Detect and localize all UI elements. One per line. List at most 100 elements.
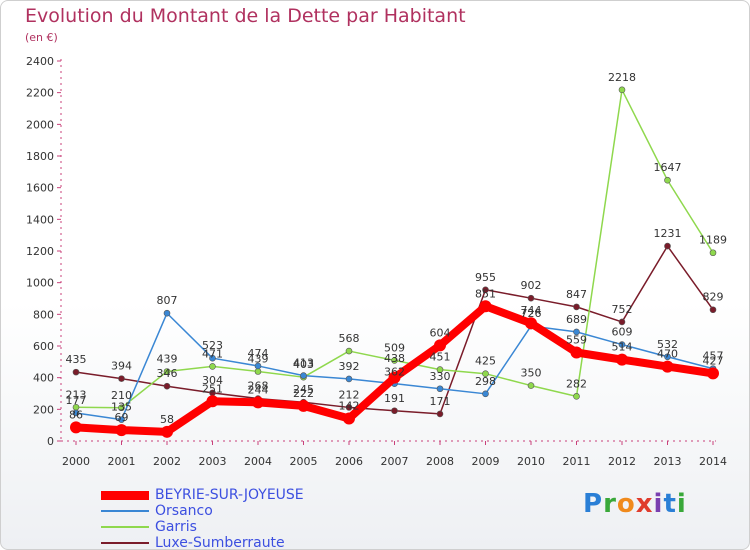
data-point (570, 346, 583, 359)
y-tick-label: 1600 (26, 182, 54, 195)
data-label: 471 (202, 347, 223, 360)
y-tick-label: 2200 (26, 87, 54, 100)
data-point (161, 425, 173, 438)
data-point (573, 303, 580, 311)
data-label: 350 (521, 367, 542, 380)
data-label: 435 (66, 353, 87, 366)
data-point (72, 368, 80, 376)
legend-swatch (101, 542, 149, 544)
data-label: 568 (339, 332, 360, 345)
y-tick-label: 2000 (26, 118, 54, 131)
data-point (118, 404, 125, 412)
data-label: 457 (703, 350, 724, 363)
data-label: 829 (703, 291, 724, 304)
data-label: 470 (657, 348, 678, 361)
data-point (527, 382, 535, 389)
data-point (616, 353, 628, 366)
data-label: 523 (202, 339, 223, 352)
data-label: 212 (339, 388, 360, 401)
data-label: 177 (66, 394, 87, 407)
data-label: 58 (160, 413, 174, 426)
legend-item-luxe: Luxe-Sumberraute (101, 535, 304, 549)
data-point (525, 317, 537, 330)
data-point (573, 393, 580, 400)
data-label: 726 (521, 307, 542, 320)
x-tick-label: 2011 (563, 455, 591, 468)
data-label: 689 (566, 313, 587, 326)
data-label: 474 (248, 347, 269, 360)
data-point (72, 409, 80, 417)
data-label: 304 (202, 374, 223, 387)
data-label: 514 (612, 341, 633, 354)
data-point (573, 328, 580, 336)
data-label: 847 (566, 288, 587, 301)
x-tick-label: 2008 (426, 455, 454, 468)
logo-letter: P (583, 489, 604, 519)
y-tick-label: 2400 (26, 55, 54, 68)
y-tick-label: 0 (47, 435, 54, 448)
data-label: 244 (248, 383, 269, 396)
data-label: 1189 (699, 234, 727, 247)
chart-title: Evolution du Montant de la Dette par Hab… (25, 5, 466, 27)
data-label: 210 (111, 389, 132, 402)
data-label: 851 (475, 287, 496, 300)
data-point (254, 362, 262, 370)
x-tick-label: 2013 (654, 455, 682, 468)
x-tick-label: 2007 (381, 455, 409, 468)
data-point (618, 318, 626, 326)
data-point (434, 339, 446, 352)
data-label: 346 (157, 367, 178, 380)
logo-letter: o (616, 489, 636, 519)
data-point (115, 424, 128, 437)
data-label: 394 (111, 360, 132, 373)
data-point (254, 368, 262, 375)
x-tick-label: 2010 (517, 455, 545, 468)
x-tick-label: 2005 (290, 455, 318, 468)
data-point (661, 360, 674, 373)
data-label: 142 (339, 400, 360, 413)
x-tick-label: 2001 (108, 455, 136, 468)
data-point (163, 309, 171, 317)
y-tick-label: 800 (33, 308, 54, 321)
logo-letter: i (676, 489, 687, 519)
data-point (707, 367, 719, 380)
y-tick-label: 1800 (26, 150, 54, 163)
data-point (436, 366, 444, 373)
legend-item-garris: Garris (101, 519, 304, 535)
data-label: 251 (202, 382, 223, 395)
x-tick-label: 2009 (472, 455, 500, 468)
data-point (618, 341, 626, 348)
data-point (163, 368, 171, 375)
data-point (345, 347, 353, 355)
x-tick-label: 2000 (62, 455, 90, 468)
data-point (343, 412, 355, 425)
data-point (664, 353, 671, 361)
data-point (664, 242, 671, 250)
x-tick-label: 2003 (199, 455, 227, 468)
data-label: 413 (293, 357, 314, 370)
data-label: 69 (115, 411, 129, 424)
data-point (709, 306, 717, 314)
data-point (206, 395, 219, 408)
data-point (482, 370, 489, 378)
data-label: 213 (66, 388, 87, 401)
data-point (618, 86, 626, 94)
legend-swatch (101, 490, 149, 500)
data-label: 171 (430, 395, 451, 408)
logo-letter: t (663, 489, 677, 519)
y-tick-label: 1400 (26, 213, 54, 226)
x-tick-label: 2006 (335, 455, 363, 468)
chart-subtitle: (en €) (25, 31, 58, 44)
logo-letter: r (603, 489, 617, 519)
data-point (527, 294, 535, 302)
data-point (70, 421, 82, 434)
data-label: 609 (612, 326, 633, 339)
x-tick-label: 2014 (699, 455, 727, 468)
y-tick-label: 1200 (26, 245, 54, 258)
data-label: 282 (566, 377, 587, 390)
legend-item-beyrie: BEYRIE-SUR-JOYEUSE (101, 487, 304, 503)
data-label: 392 (339, 360, 360, 373)
data-point (209, 363, 216, 370)
